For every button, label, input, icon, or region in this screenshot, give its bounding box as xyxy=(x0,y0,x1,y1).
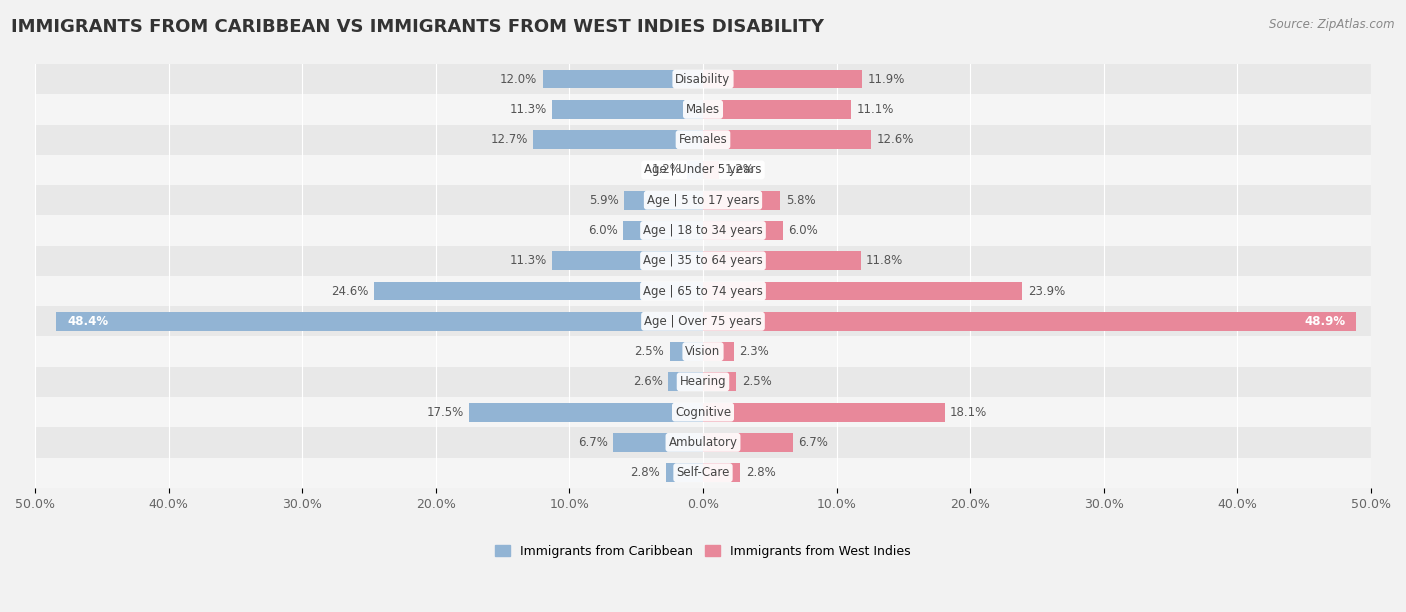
Bar xyxy=(665,463,703,482)
Text: 6.7%: 6.7% xyxy=(578,436,609,449)
Text: Age | Under 5 years: Age | Under 5 years xyxy=(644,163,762,176)
Bar xyxy=(703,70,862,89)
Bar xyxy=(703,252,860,270)
Text: Vision: Vision xyxy=(685,345,721,358)
Bar xyxy=(669,342,703,361)
Text: Disability: Disability xyxy=(675,73,731,86)
Bar xyxy=(35,337,1371,367)
Legend: Immigrants from Caribbean, Immigrants from West Indies: Immigrants from Caribbean, Immigrants fr… xyxy=(495,545,911,558)
Text: 48.4%: 48.4% xyxy=(67,315,108,328)
Bar xyxy=(613,433,703,452)
Bar xyxy=(35,367,1371,397)
Text: 12.7%: 12.7% xyxy=(491,133,529,146)
Text: 6.0%: 6.0% xyxy=(789,224,818,237)
Bar xyxy=(703,373,737,391)
Text: 48.9%: 48.9% xyxy=(1305,315,1346,328)
Bar xyxy=(35,397,1371,427)
Text: Cognitive: Cognitive xyxy=(675,406,731,419)
Text: IMMIGRANTS FROM CARIBBEAN VS IMMIGRANTS FROM WEST INDIES DISABILITY: IMMIGRANTS FROM CARIBBEAN VS IMMIGRANTS … xyxy=(11,18,824,36)
Text: Age | 18 to 34 years: Age | 18 to 34 years xyxy=(643,224,763,237)
Bar xyxy=(703,403,945,422)
Text: Self-Care: Self-Care xyxy=(676,466,730,479)
Bar xyxy=(35,155,1371,185)
Text: Age | 35 to 64 years: Age | 35 to 64 years xyxy=(643,254,763,267)
Text: 11.8%: 11.8% xyxy=(866,254,903,267)
Text: 12.6%: 12.6% xyxy=(877,133,914,146)
Text: Females: Females xyxy=(679,133,727,146)
Text: 1.2%: 1.2% xyxy=(724,163,754,176)
Bar xyxy=(623,221,703,240)
Text: 24.6%: 24.6% xyxy=(332,285,368,297)
Bar xyxy=(703,463,741,482)
Bar xyxy=(35,215,1371,245)
Bar xyxy=(35,306,1371,337)
Text: 5.8%: 5.8% xyxy=(786,194,815,207)
Text: 12.0%: 12.0% xyxy=(501,73,537,86)
Text: 11.9%: 11.9% xyxy=(868,73,904,86)
Text: 17.5%: 17.5% xyxy=(426,406,464,419)
Text: 23.9%: 23.9% xyxy=(1028,285,1064,297)
Bar xyxy=(688,160,703,179)
Text: 5.9%: 5.9% xyxy=(589,194,619,207)
Text: Hearing: Hearing xyxy=(679,375,727,389)
Text: 2.5%: 2.5% xyxy=(742,375,772,389)
Bar xyxy=(543,70,703,89)
Text: 2.3%: 2.3% xyxy=(740,345,769,358)
Bar xyxy=(703,100,851,119)
Text: 2.5%: 2.5% xyxy=(634,345,664,358)
Bar xyxy=(533,130,703,149)
Bar xyxy=(668,373,703,391)
Bar xyxy=(470,403,703,422)
Bar xyxy=(553,100,703,119)
Text: Age | 5 to 17 years: Age | 5 to 17 years xyxy=(647,194,759,207)
Bar xyxy=(35,458,1371,488)
Bar xyxy=(703,130,872,149)
Text: 2.8%: 2.8% xyxy=(630,466,661,479)
Bar xyxy=(703,433,793,452)
Bar xyxy=(35,94,1371,124)
Text: 1.2%: 1.2% xyxy=(652,163,682,176)
Text: Ambulatory: Ambulatory xyxy=(668,436,738,449)
Bar xyxy=(35,64,1371,94)
Text: Source: ZipAtlas.com: Source: ZipAtlas.com xyxy=(1270,18,1395,31)
Bar xyxy=(35,124,1371,155)
Text: 11.3%: 11.3% xyxy=(509,103,547,116)
Text: Age | Over 75 years: Age | Over 75 years xyxy=(644,315,762,328)
Bar xyxy=(703,221,783,240)
Bar xyxy=(56,312,703,330)
Text: 11.1%: 11.1% xyxy=(856,103,894,116)
Text: 6.0%: 6.0% xyxy=(588,224,617,237)
Bar xyxy=(703,282,1022,300)
Text: 2.6%: 2.6% xyxy=(633,375,662,389)
Bar xyxy=(35,276,1371,306)
Text: Males: Males xyxy=(686,103,720,116)
Bar xyxy=(35,245,1371,276)
Text: 2.8%: 2.8% xyxy=(745,466,776,479)
Bar xyxy=(35,185,1371,215)
Text: 18.1%: 18.1% xyxy=(950,406,987,419)
Bar xyxy=(703,160,718,179)
Text: Age | 65 to 74 years: Age | 65 to 74 years xyxy=(643,285,763,297)
Bar xyxy=(703,312,1357,330)
Text: 11.3%: 11.3% xyxy=(509,254,547,267)
Text: 6.7%: 6.7% xyxy=(797,436,828,449)
Bar xyxy=(35,427,1371,458)
Bar xyxy=(703,191,780,209)
Bar xyxy=(553,252,703,270)
Bar xyxy=(703,342,734,361)
Bar xyxy=(374,282,703,300)
Bar xyxy=(624,191,703,209)
